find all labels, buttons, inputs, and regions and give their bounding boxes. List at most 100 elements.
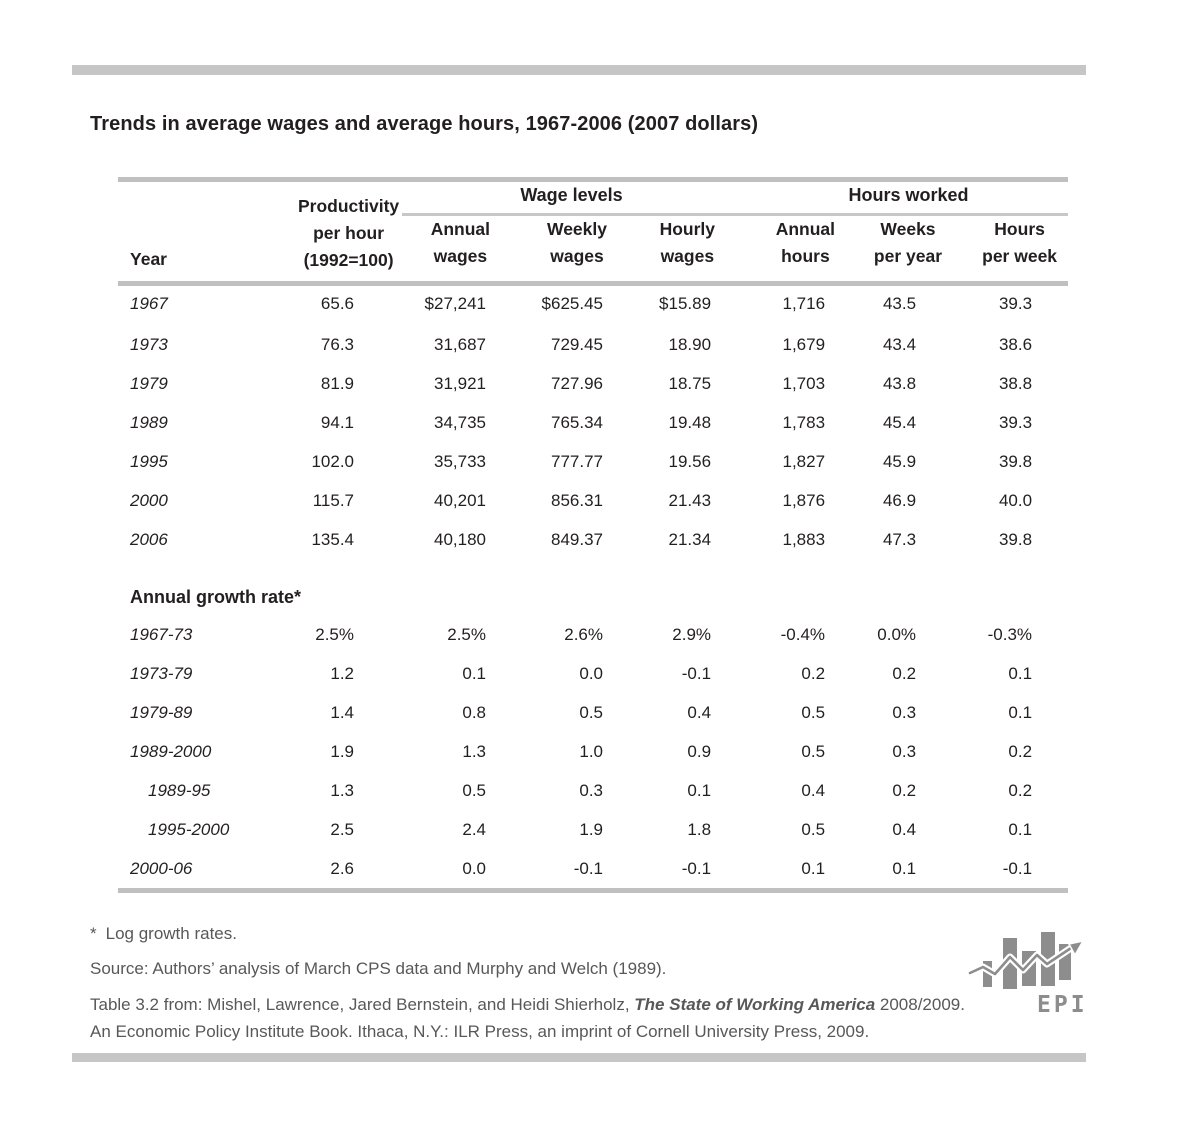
cell-value: 0.3	[892, 742, 917, 761]
table-row: 1979 81.9 31,921 727.96 18.75 1,703 43.8 38.8	[118, 364, 1068, 403]
cell-value: 849.37	[551, 530, 603, 549]
growth-section-header-row: Annual growth rate*	[118, 559, 1068, 615]
top-divider-bar	[72, 65, 1086, 75]
epi-logo-text: EPI	[1037, 992, 1088, 1018]
cell-value: 0.2	[1008, 781, 1033, 800]
cell-value: 0.0	[579, 664, 603, 683]
cell-value: 1,876	[782, 491, 826, 510]
cell-value: 2.5	[330, 820, 354, 839]
cell-value: 115.7	[312, 491, 354, 510]
column-header-productivity: Productivity per hour (1992=100)	[258, 177, 399, 281]
cell-value: 1.2	[330, 664, 354, 683]
column-header-row: Year Annual wages Weekly wages Hourly wa…	[118, 213, 1068, 281]
column-header-label: Hourly wages	[659, 219, 716, 266]
cell-value: 2.9%	[672, 625, 712, 644]
citation-line2: An Economic Policy Institute Book. Ithac…	[90, 1022, 870, 1041]
growth-rate-rows: 1967-73 2.5% 2.5% 2.6% 2.9% -0.4% 0.0% -0.3% 197…	[118, 615, 1068, 888]
cell-value: 135.4	[311, 530, 354, 549]
row-label: 1973	[130, 335, 168, 354]
cell-value: 1.3	[330, 781, 354, 800]
wages-hours-table: Productivity per hour (1992=100) Wage le…	[118, 177, 1068, 893]
row-label: 1995-2000	[148, 820, 230, 839]
cell-value: 856.31	[551, 491, 603, 510]
cell-value: -0.1	[681, 664, 712, 683]
column-header-label: Productivity per hour (1992=100)	[298, 196, 400, 270]
cell-value: 35,733	[434, 452, 486, 471]
cell-value: 40,180	[434, 530, 486, 549]
cell-value: 21.34	[668, 530, 712, 549]
row-label: 1989-95	[148, 781, 211, 800]
cell-value: 2.5%	[315, 625, 354, 644]
row-label: 1979	[130, 374, 168, 393]
cell-value: 0.2	[892, 664, 917, 683]
cell-value: 1.4	[330, 703, 354, 722]
cell-value: -0.3%	[987, 625, 1033, 644]
cell-value: 1.3	[462, 742, 486, 761]
cell-value: 39.3	[998, 293, 1033, 313]
row-label: 2006	[130, 530, 168, 549]
group-header-wage-levels: Wage levels	[520, 185, 623, 205]
cell-value: 21.43	[668, 491, 712, 510]
table-row: 1967 65.6 $27,241 $625.45 $15.89 1,716 43.5 39.…	[118, 281, 1068, 325]
cell-value: 81.9	[320, 374, 354, 393]
cell-value: 65.6	[320, 293, 354, 313]
group-header-rule	[402, 213, 1068, 216]
group-header-hours-worked: Hours worked	[848, 185, 969, 205]
cell-value: 1,883	[782, 530, 826, 549]
row-label: 2000	[130, 491, 168, 510]
cell-value: 0.4	[801, 781, 826, 800]
cell-value: 39.3	[998, 413, 1033, 432]
cell-value: 45.4	[882, 413, 917, 432]
growth-section-label: Annual growth rate*	[130, 587, 302, 607]
column-header-year: Year	[130, 249, 167, 269]
cell-value: 39.8	[998, 452, 1033, 471]
cell-value: 46.9	[882, 491, 917, 510]
table-row: 1973-79 1.2 0.1 0.0 -0.1 0.2 0.2 0.1	[118, 654, 1068, 693]
cell-value: 31,921	[434, 374, 486, 393]
cell-value: 0.3	[892, 703, 917, 722]
cell-value: 0.1	[1008, 664, 1033, 683]
cell-value: 39.8	[998, 530, 1033, 549]
cell-value: 43.8	[882, 374, 917, 393]
cell-value: 0.5	[801, 703, 826, 722]
cell-value: 38.6	[998, 335, 1033, 354]
citation-prefix: Table 3.2 from: Mishel, Lawrence, Jared …	[90, 995, 635, 1014]
column-header-label: Weeks per year	[873, 219, 943, 266]
cell-value: 2.4	[462, 820, 486, 839]
spacer-cell	[118, 177, 258, 213]
column-header-weeks-per-year: Weeks per year	[829, 213, 942, 281]
cell-value: 765.34	[551, 413, 603, 432]
cell-value: 727.96	[551, 374, 603, 393]
cell-value: 0.5	[462, 781, 486, 800]
cell-value: 0.0%	[877, 625, 917, 644]
column-header-annual-wages: Annual wages	[358, 213, 490, 281]
row-label: 1967-73	[130, 625, 193, 644]
row-label: 1995	[130, 452, 168, 471]
cell-value: 0.1	[462, 664, 486, 683]
source-note: Source: Authors’ analysis of March CPS d…	[90, 959, 667, 978]
table-row: 1967-73 2.5% 2.5% 2.6% 2.9% -0.4% 0.0% -0.3%	[118, 615, 1068, 654]
cell-value: 43.5	[882, 293, 917, 313]
cell-value: -0.1	[573, 859, 603, 878]
table-row: 2006 135.4 40,180 849.37 21.34 1,883 47.3 39.8	[118, 520, 1068, 559]
log-growth-footnote: * Log growth rates.	[90, 920, 237, 947]
column-header-weekly-wages: Weekly wages	[490, 213, 607, 281]
cell-value: 0.4	[687, 703, 712, 722]
cell-value: -0.4%	[780, 625, 826, 644]
cell-value: 94.1	[320, 413, 354, 432]
bottom-divider-bar	[72, 1053, 1086, 1062]
epi-logo: EPI	[965, 928, 1095, 1020]
cell-value: 45.9	[882, 452, 917, 471]
column-header-hourly-wages: Hourly wages	[607, 213, 715, 281]
group-header-row: Productivity per hour (1992=100) Wage le…	[118, 177, 1068, 270]
cell-value: 0.2	[892, 781, 917, 800]
cell-value: 777.77	[551, 452, 603, 471]
citation-suffix: 2008/2009.	[875, 995, 965, 1014]
cell-value: 0.5	[579, 703, 603, 722]
table-top-rule	[118, 177, 1068, 182]
row-label: 1967	[130, 293, 168, 313]
table-row: 1995-2000 2.5 2.4 1.9 1.8 0.5 0.4 0.1	[118, 810, 1068, 849]
cell-value: 0.5	[801, 742, 826, 761]
cell-value: $15.89	[659, 293, 712, 313]
cell-value: 102.0	[311, 452, 354, 471]
